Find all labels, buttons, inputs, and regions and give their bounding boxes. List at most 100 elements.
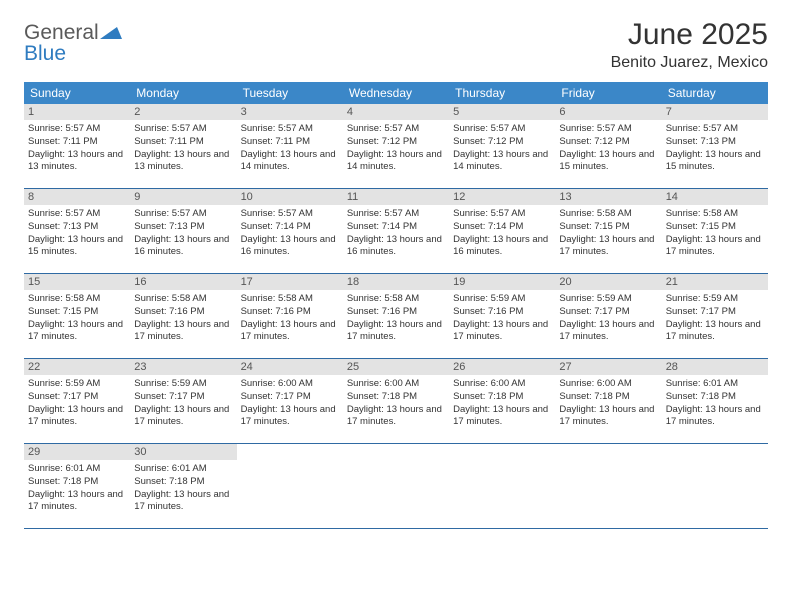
title-block: June 2025 Benito Juarez, Mexico	[611, 18, 768, 72]
sunset-line: Sunset: 7:17 PM	[241, 391, 339, 404]
day-number: 30	[130, 444, 236, 460]
sunset-line: Sunset: 7:13 PM	[666, 136, 764, 149]
dow-label: Friday	[555, 82, 661, 104]
day-cell	[555, 444, 661, 528]
daylight-line: Daylight: 13 hours and 17 minutes.	[28, 489, 126, 515]
sunrise-line: Sunrise: 5:57 AM	[453, 123, 551, 136]
sunrise-line: Sunrise: 5:57 AM	[347, 123, 445, 136]
day-number: 5	[449, 104, 555, 120]
logo-triangle-icon	[100, 22, 122, 43]
sunset-line: Sunset: 7:17 PM	[666, 306, 764, 319]
daylight-line: Daylight: 13 hours and 17 minutes.	[453, 319, 551, 345]
day-cell: 12Sunrise: 5:57 AMSunset: 7:14 PMDayligh…	[449, 189, 555, 273]
day-number: 23	[130, 359, 236, 375]
sunset-line: Sunset: 7:18 PM	[347, 391, 445, 404]
sunrise-line: Sunrise: 6:00 AM	[241, 378, 339, 391]
daylight-line: Daylight: 13 hours and 17 minutes.	[28, 404, 126, 430]
sunrise-line: Sunrise: 5:57 AM	[241, 208, 339, 221]
day-number: 3	[237, 104, 343, 120]
empty-daynum	[555, 444, 661, 460]
day-cell: 13Sunrise: 5:58 AMSunset: 7:15 PMDayligh…	[555, 189, 661, 273]
sunset-line: Sunset: 7:15 PM	[559, 221, 657, 234]
day-number: 13	[555, 189, 661, 205]
sunrise-line: Sunrise: 5:57 AM	[559, 123, 657, 136]
day-cell: 29Sunrise: 6:01 AMSunset: 7:18 PMDayligh…	[24, 444, 130, 528]
sunset-line: Sunset: 7:18 PM	[559, 391, 657, 404]
day-cell: 6Sunrise: 5:57 AMSunset: 7:12 PMDaylight…	[555, 104, 661, 188]
daylight-line: Daylight: 13 hours and 17 minutes.	[241, 319, 339, 345]
daylight-line: Daylight: 13 hours and 17 minutes.	[666, 319, 764, 345]
day-number: 24	[237, 359, 343, 375]
header: GeneralBlue June 2025 Benito Juarez, Mex…	[24, 18, 768, 72]
day-number: 2	[130, 104, 236, 120]
daylight-line: Daylight: 13 hours and 15 minutes.	[666, 149, 764, 175]
sunset-line: Sunset: 7:14 PM	[241, 221, 339, 234]
day-cell: 8Sunrise: 5:57 AMSunset: 7:13 PMDaylight…	[24, 189, 130, 273]
sunset-line: Sunset: 7:15 PM	[666, 221, 764, 234]
daylight-line: Daylight: 13 hours and 17 minutes.	[347, 319, 445, 345]
sunrise-line: Sunrise: 6:00 AM	[347, 378, 445, 391]
day-cell	[662, 444, 768, 528]
day-cell: 9Sunrise: 5:57 AMSunset: 7:13 PMDaylight…	[130, 189, 236, 273]
day-cell: 14Sunrise: 5:58 AMSunset: 7:15 PMDayligh…	[662, 189, 768, 273]
week-row: 1Sunrise: 5:57 AMSunset: 7:11 PMDaylight…	[24, 104, 768, 189]
day-cell: 25Sunrise: 6:00 AMSunset: 7:18 PMDayligh…	[343, 359, 449, 443]
daylight-line: Daylight: 13 hours and 17 minutes.	[134, 404, 232, 430]
daylight-line: Daylight: 13 hours and 14 minutes.	[347, 149, 445, 175]
day-cell: 1Sunrise: 5:57 AMSunset: 7:11 PMDaylight…	[24, 104, 130, 188]
daylight-line: Daylight: 13 hours and 17 minutes.	[241, 404, 339, 430]
day-number: 29	[24, 444, 130, 460]
day-number: 10	[237, 189, 343, 205]
daylight-line: Daylight: 13 hours and 13 minutes.	[134, 149, 232, 175]
day-cell: 16Sunrise: 5:58 AMSunset: 7:16 PMDayligh…	[130, 274, 236, 358]
week-row: 15Sunrise: 5:58 AMSunset: 7:15 PMDayligh…	[24, 274, 768, 359]
day-number: 6	[555, 104, 661, 120]
day-number: 11	[343, 189, 449, 205]
day-number: 26	[449, 359, 555, 375]
sunset-line: Sunset: 7:13 PM	[28, 221, 126, 234]
daylight-line: Daylight: 13 hours and 15 minutes.	[28, 234, 126, 260]
day-number: 20	[555, 274, 661, 290]
sunrise-line: Sunrise: 5:58 AM	[241, 293, 339, 306]
day-cell: 23Sunrise: 5:59 AMSunset: 7:17 PMDayligh…	[130, 359, 236, 443]
logo-text: GeneralBlue	[24, 22, 122, 64]
day-cell: 11Sunrise: 5:57 AMSunset: 7:14 PMDayligh…	[343, 189, 449, 273]
daylight-line: Daylight: 13 hours and 14 minutes.	[453, 149, 551, 175]
sunset-line: Sunset: 7:14 PM	[347, 221, 445, 234]
calendar-page: GeneralBlue June 2025 Benito Juarez, Mex…	[0, 0, 792, 539]
day-cell: 22Sunrise: 5:59 AMSunset: 7:17 PMDayligh…	[24, 359, 130, 443]
sunset-line: Sunset: 7:18 PM	[666, 391, 764, 404]
daylight-line: Daylight: 13 hours and 17 minutes.	[134, 489, 232, 515]
dow-label: Thursday	[449, 82, 555, 104]
logo: GeneralBlue	[24, 18, 122, 64]
day-cell: 15Sunrise: 5:58 AMSunset: 7:15 PMDayligh…	[24, 274, 130, 358]
sunset-line: Sunset: 7:17 PM	[134, 391, 232, 404]
sunrise-line: Sunrise: 5:59 AM	[666, 293, 764, 306]
daylight-line: Daylight: 13 hours and 16 minutes.	[347, 234, 445, 260]
daylight-line: Daylight: 13 hours and 16 minutes.	[453, 234, 551, 260]
day-number: 4	[343, 104, 449, 120]
daylight-line: Daylight: 13 hours and 17 minutes.	[134, 319, 232, 345]
day-number: 9	[130, 189, 236, 205]
logo-word2: Blue	[24, 42, 66, 65]
empty-daynum	[449, 444, 555, 460]
sunrise-line: Sunrise: 5:57 AM	[666, 123, 764, 136]
dow-label: Sunday	[24, 82, 130, 104]
day-cell: 7Sunrise: 5:57 AMSunset: 7:13 PMDaylight…	[662, 104, 768, 188]
daylight-line: Daylight: 13 hours and 17 minutes.	[28, 319, 126, 345]
day-cell: 30Sunrise: 6:01 AMSunset: 7:18 PMDayligh…	[130, 444, 236, 528]
sunrise-line: Sunrise: 6:01 AM	[666, 378, 764, 391]
day-number: 1	[24, 104, 130, 120]
day-number: 16	[130, 274, 236, 290]
sunrise-line: Sunrise: 5:57 AM	[134, 208, 232, 221]
daylight-line: Daylight: 13 hours and 16 minutes.	[134, 234, 232, 260]
sunset-line: Sunset: 7:12 PM	[453, 136, 551, 149]
month-title: June 2025	[611, 18, 768, 52]
daylight-line: Daylight: 13 hours and 17 minutes.	[559, 319, 657, 345]
sunset-line: Sunset: 7:11 PM	[28, 136, 126, 149]
day-cell: 26Sunrise: 6:00 AMSunset: 7:18 PMDayligh…	[449, 359, 555, 443]
daylight-line: Daylight: 13 hours and 15 minutes.	[559, 149, 657, 175]
sunrise-line: Sunrise: 5:57 AM	[28, 123, 126, 136]
day-number: 22	[24, 359, 130, 375]
day-number: 12	[449, 189, 555, 205]
